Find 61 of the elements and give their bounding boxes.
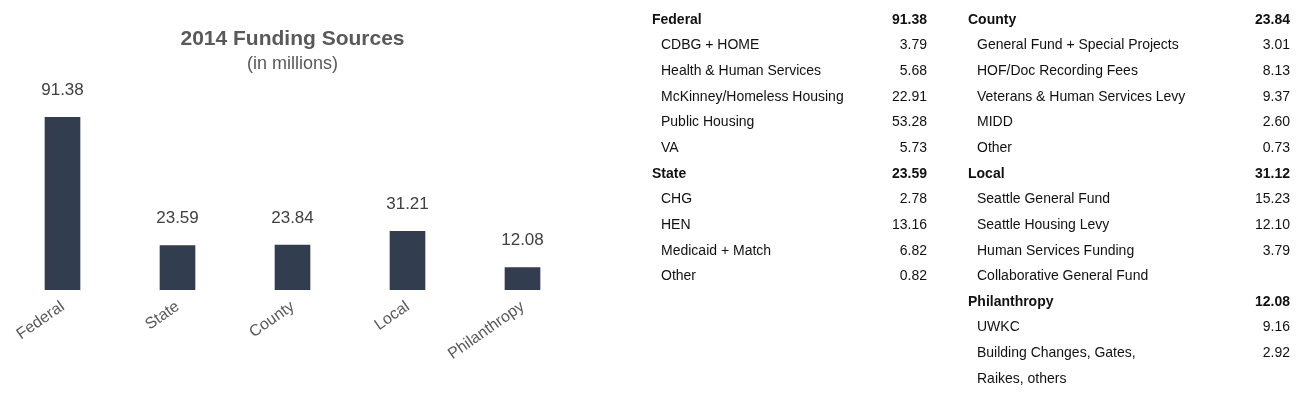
data-label: 6.82 — [899, 241, 928, 258]
data-label: 13.16 — [891, 215, 928, 232]
category-label: UWKC — [977, 317, 1020, 334]
data-label: 0.73 — [1262, 138, 1291, 155]
category-label: Building Changes, Gates, Raikes, others — [977, 343, 1136, 386]
bar — [504, 267, 541, 290]
data-label: 53.28 — [891, 113, 928, 130]
text: State — [652, 164, 687, 181]
category-label: Other — [661, 266, 697, 283]
data-label: 3.79 — [1262, 241, 1291, 258]
category-label: VA — [661, 138, 680, 155]
text: County — [968, 10, 1017, 27]
category-label: Health & Human Services — [661, 62, 822, 78]
data-label: 8.13 — [1262, 62, 1291, 78]
category-label: CHG — [661, 189, 693, 206]
category-label: Human Services Funding — [977, 241, 1135, 258]
category-label: CDBG + HOME — [661, 36, 760, 53]
data-label: 5.68 — [899, 62, 928, 78]
data-label: 23.84 — [271, 207, 314, 227]
chart-subtitle: (in millions) — [246, 53, 339, 73]
bar — [44, 117, 81, 290]
text: Local — [968, 164, 1005, 181]
data-label: 0.82 — [899, 266, 928, 283]
data-label: 91.38 — [41, 80, 84, 99]
data-label: 23.59 — [156, 208, 199, 228]
data-label: 2.78 — [899, 189, 928, 206]
category-label: HEN — [661, 215, 691, 232]
category-label: Seattle General Fund — [977, 189, 1111, 206]
category-label: Seattle Housing Levy — [977, 215, 1110, 232]
bar — [389, 230, 426, 290]
category-label: Medicaid + Match — [661, 241, 772, 258]
text: 23.59 — [891, 164, 927, 181]
data-label: 12.10 — [1254, 215, 1291, 232]
category-label: MIDD — [977, 113, 1013, 130]
category-label: Other — [977, 138, 1013, 155]
data-label: 5.73 — [899, 138, 928, 155]
category-label: McKinney/Homeless Housing — [661, 87, 844, 104]
bar — [159, 245, 196, 290]
chart-title: 2014 Funding Sources — [180, 26, 405, 49]
data-label: 9.16 — [1262, 317, 1291, 334]
data-label: 12.08 — [501, 230, 544, 250]
category-label: HOF/Doc Recording Fees — [977, 62, 1138, 78]
category-label: General Fund + Special Projects — [977, 36, 1179, 53]
data-label: 2.60 — [1262, 113, 1291, 130]
category-label: Collaborative General Fund — [977, 266, 1149, 283]
data-label: 3.79 — [899, 36, 928, 53]
text: 23.84 — [1254, 10, 1290, 27]
category-label: Public Housing — [661, 113, 755, 130]
data-label: 15.23 — [1254, 189, 1291, 206]
data-label: 3.01 — [1262, 36, 1291, 53]
text: 12.08 — [1254, 292, 1290, 309]
bar — [274, 244, 311, 290]
text: 91.38 — [891, 10, 927, 27]
category-label: Veterans & Human Services Levy — [977, 87, 1186, 104]
text: Federal — [652, 10, 702, 27]
data-label: 2.92 — [1262, 343, 1291, 360]
text: 31.12 — [1254, 164, 1290, 181]
x-tick-label: State — [141, 297, 183, 333]
data-label: 22.91 — [891, 87, 928, 104]
data-label: 9.37 — [1262, 87, 1291, 104]
data-label: 31.21 — [386, 193, 429, 213]
